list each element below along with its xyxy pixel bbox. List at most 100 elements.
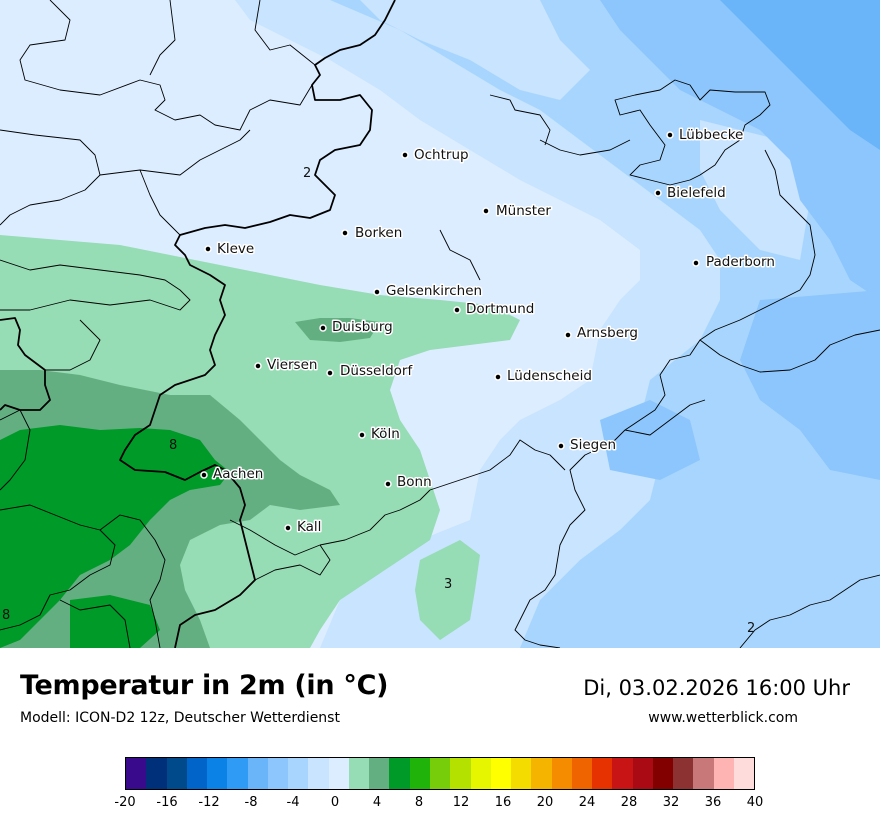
color-swatch	[733, 758, 755, 789]
color-swatch	[389, 758, 410, 789]
color-scale-tick: -12	[198, 795, 220, 810]
color-swatch	[348, 758, 370, 789]
city-label: Lüdenscheid	[507, 368, 592, 384]
city-marker: Arnsberg	[564, 324, 639, 343]
contour-label: 2	[303, 166, 311, 181]
city-marker: Bonn	[384, 473, 433, 492]
city-marker: Düsseldorf	[326, 362, 415, 381]
color-swatch	[571, 758, 593, 789]
color-scale-tick: 28	[620, 795, 638, 810]
color-swatch	[673, 758, 694, 789]
color-swatch	[166, 758, 187, 789]
city-marker: Gelsenkirchen	[373, 282, 484, 301]
country-borders	[0, 0, 396, 648]
color-swatch	[511, 758, 532, 789]
color-swatch	[267, 758, 289, 789]
city-marker: Kleve	[204, 240, 256, 259]
contour-label: 8	[2, 608, 10, 623]
city-label: Paderborn	[706, 254, 775, 270]
city-label: Münster	[496, 203, 551, 219]
color-swatch	[632, 758, 653, 789]
city-label: Bonn	[397, 474, 432, 490]
color-scale-tick: 0	[330, 795, 340, 810]
city-marker: Duisburg	[319, 318, 394, 337]
forecast-datetime: Di, 03.02.2026 16:00 Uhr	[583, 676, 850, 700]
color-scale-tick: -8	[244, 795, 258, 810]
color-swatch	[612, 758, 633, 789]
city-marker: Lübbecke	[666, 126, 745, 145]
city-marker: Kall	[284, 518, 323, 537]
color-swatch	[470, 758, 491, 789]
color-swatch	[429, 758, 451, 789]
city-label: Köln	[371, 426, 400, 442]
color-scale-tick: 32	[662, 795, 680, 810]
city-label: Ochtrup	[414, 147, 469, 163]
city-label: Gelsenkirchen	[386, 283, 482, 299]
city-label: Duisburg	[332, 319, 393, 335]
color-scale-tick: 20	[536, 795, 554, 810]
color-scale-tick: -4	[286, 795, 300, 810]
color-swatch	[146, 758, 167, 789]
temperature-map[interactable]: 2 8 3 8 2 Lübbecke Ochtrup Bielefeld Mün…	[0, 0, 880, 648]
city-markers: Lübbecke Ochtrup Bielefeld Münster Borke…	[200, 126, 776, 537]
color-scale-tick: 24	[578, 795, 596, 810]
color-swatch	[713, 758, 734, 789]
color-swatch	[288, 758, 309, 789]
color-scale-tick: 8	[414, 795, 424, 810]
color-scale-tick: 12	[452, 795, 470, 810]
city-marker: Aachen	[200, 465, 265, 484]
color-swatch	[126, 758, 147, 789]
map-title: Temperatur in 2m (in °C)	[20, 670, 389, 701]
color-scale-tick: -16	[156, 795, 178, 810]
city-marker: Münster	[482, 202, 553, 221]
city-marker: Dortmund	[453, 300, 536, 319]
color-swatch	[227, 758, 248, 789]
color-swatch	[308, 758, 329, 789]
city-label: Borken	[355, 225, 402, 241]
color-scale-tick: 16	[494, 795, 512, 810]
color-scale-tick: -20	[114, 795, 136, 810]
color-scale-ticks: -20 -16 -12 -8 -4 0 4 8 12 16 20 24 28 32 36 40	[114, 795, 763, 815]
color-swatch	[592, 758, 613, 789]
color-swatch	[551, 758, 572, 789]
color-scale-tick: 40	[746, 795, 764, 810]
color-swatch	[328, 758, 349, 789]
city-marker: Paderborn	[692, 253, 776, 272]
color-swatch	[369, 758, 390, 789]
color-swatch	[186, 758, 208, 789]
color-swatch	[409, 758, 430, 789]
city-label: Düsseldorf	[340, 363, 413, 379]
footer: Temperatur in 2m (in °C) Modell: ICON-D2…	[0, 648, 880, 830]
city-label: Arnsberg	[577, 325, 638, 341]
contour-label: 3	[444, 577, 452, 592]
contour-label: 2	[747, 621, 755, 636]
city-label: Kall	[297, 519, 321, 535]
city-marker: Siegen	[557, 436, 618, 455]
website-link[interactable]: www.wetterblick.com	[648, 710, 798, 726]
color-swatch	[531, 758, 552, 789]
city-label: Dortmund	[466, 301, 534, 317]
color-scale	[125, 757, 755, 790]
city-label: Lübbecke	[679, 127, 743, 143]
city-marker: Lüdenscheid	[494, 367, 593, 386]
city-label: Bielefeld	[667, 185, 726, 201]
model-info: Modell: ICON-D2 12z, Deutscher Wetterdie…	[20, 710, 340, 726]
color-scale-tick: 4	[372, 795, 382, 810]
field-minus8-minus6	[720, 0, 880, 150]
city-marker: Ochtrup	[401, 146, 470, 165]
color-swatch	[247, 758, 268, 789]
city-marker: Köln	[358, 425, 401, 444]
city-marker: Bielefeld	[654, 184, 727, 203]
city-label: Siegen	[570, 437, 616, 453]
color-swatch	[490, 758, 512, 789]
color-scale-tick: 36	[704, 795, 722, 810]
city-label: Viersen	[267, 357, 317, 373]
color-swatch	[207, 758, 228, 789]
city-marker: Viersen	[254, 356, 319, 375]
field-6-8	[0, 425, 230, 648]
color-swatch	[693, 758, 714, 789]
admin-borders	[0, 0, 880, 648]
color-swatch	[450, 758, 471, 789]
color-swatch	[652, 758, 674, 789]
city-marker: Borken	[341, 224, 404, 243]
